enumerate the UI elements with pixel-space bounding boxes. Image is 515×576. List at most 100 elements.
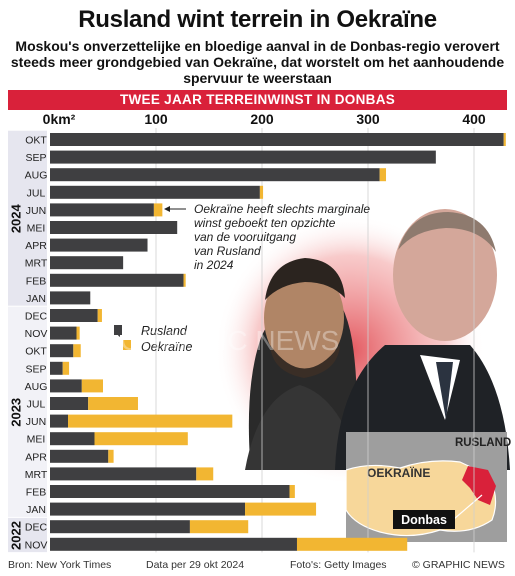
- bar-ukraine: [62, 361, 70, 375]
- year-label: 2024: [8, 203, 23, 233]
- legend-label-ukraine: Oekraïne: [141, 340, 192, 354]
- bar-russia: [50, 150, 436, 164]
- bar-ukraine: [73, 344, 81, 358]
- bar-ukraine: [289, 485, 295, 498]
- footer-photos: Foto's: Getty Images: [290, 559, 387, 571]
- month-label: DEC: [25, 522, 48, 534]
- month-label: FEB: [26, 487, 46, 499]
- month-label: NOV: [25, 328, 48, 340]
- bar-russia: [50, 520, 190, 534]
- bar-russia: [50, 185, 260, 199]
- bar-russia: [50, 221, 178, 234]
- x-axis-ticks: 0km² 100 200 300 400: [43, 111, 486, 127]
- bar-ukraine: [81, 379, 103, 393]
- bar-russia: [50, 485, 290, 498]
- month-label: APR: [25, 451, 47, 463]
- bar-russia: [50, 361, 63, 375]
- x-tick-label: 300: [356, 111, 380, 127]
- bar-russia: [50, 449, 109, 463]
- bar-russia: [50, 238, 148, 252]
- month-labels: OKT SEP AUG JUL JUN MEI APR MRT FEB JAN DEC NOV OKT S…: [25, 135, 48, 552]
- footer-source: Bron: New York Times: [8, 559, 112, 571]
- month-label: MEI: [27, 223, 46, 235]
- bar-ukraine: [97, 309, 102, 322]
- month-label: JUN: [26, 205, 46, 217]
- map-country-label: OEKRAÏNE: [367, 465, 430, 480]
- month-label: MRT: [25, 258, 48, 270]
- leaders-photo: [215, 209, 510, 485]
- chart-banner: TWEE JAAR TERREINWINST IN DONBAS: [8, 90, 507, 110]
- month-label: OKT: [25, 135, 47, 147]
- bar-russia: [50, 256, 124, 270]
- donbas-shape: [462, 466, 496, 505]
- footer-date: Data per 29 okt 2024: [146, 559, 245, 571]
- bar-ukraine: [108, 449, 114, 463]
- ukraine-shape: [346, 460, 497, 537]
- year-label: 2023: [8, 398, 23, 427]
- page-title: Rusland wint terrein in Oekraïne: [78, 6, 437, 33]
- month-label: APR: [25, 240, 47, 252]
- bar-ukraine: [88, 397, 138, 410]
- year-band: [8, 130, 47, 306]
- map-neighbor-label: RUSLAND: [455, 437, 511, 449]
- year-band: [8, 517, 47, 553]
- bar-russia: [50, 291, 91, 305]
- month-label: MRT: [25, 469, 48, 481]
- month-label: AUG: [25, 381, 48, 393]
- bar-ukraine: [76, 326, 80, 340]
- donbas-pointer: [453, 494, 483, 520]
- month-label: MEI: [27, 434, 46, 446]
- bar-ukraine: [94, 432, 188, 446]
- year-bands: 2024 2023 2022: [8, 130, 47, 553]
- month-label: JAN: [26, 293, 46, 305]
- legend-label-russia: Rusland: [141, 324, 188, 338]
- putin-portrait: [335, 209, 510, 470]
- bar-ukraine: [153, 203, 163, 217]
- bar-russia: [50, 168, 380, 182]
- footer-brand: © GRAPHIC NEWS: [412, 559, 505, 571]
- bar-ukraine: [379, 168, 387, 182]
- bar-ukraine: [189, 520, 249, 534]
- annotation: Oekraïne heeft slechts marginale winst ge…: [164, 202, 370, 272]
- bar-russia: [50, 309, 98, 322]
- month-label: SEP: [25, 363, 46, 375]
- bar-ukraine: [259, 185, 264, 199]
- bar-russia: [50, 414, 69, 428]
- month-label: AUG: [25, 170, 48, 182]
- bar-ukraine: [503, 133, 506, 146]
- page-subtitle: Moskou's onverzettelijke en bloedige aan…: [10, 38, 505, 86]
- bar-russia: [50, 467, 197, 481]
- donbas-label-box: [393, 510, 455, 529]
- bar-russia: [50, 133, 504, 146]
- x-tick-label: 0km²: [43, 111, 76, 127]
- bar-ukraine: [296, 537, 408, 551]
- month-label: DEC: [25, 311, 48, 323]
- watermark: GRAPHIC NEWS: [120, 325, 339, 356]
- bar-ukraine: [245, 502, 317, 516]
- legend-swatch-ukraine: [123, 340, 131, 350]
- map-region-label: Donbas: [401, 513, 447, 527]
- bar-ukraine: [183, 273, 186, 287]
- bar-russia: [50, 379, 82, 393]
- legend: Rusland Oekraïne: [114, 324, 192, 354]
- bar-russia: [50, 344, 74, 358]
- bar-ukraine: [68, 414, 233, 428]
- x-tick-label: 400: [462, 111, 486, 127]
- month-label: FEB: [26, 275, 46, 287]
- bar-russia: [50, 203, 154, 217]
- month-label: JUL: [27, 399, 46, 411]
- legend-swatch-russia: [114, 325, 122, 335]
- bar-russia: [50, 537, 297, 551]
- year-band: [8, 306, 47, 517]
- bar-russia: [50, 502, 246, 516]
- month-label: JUN: [26, 416, 46, 428]
- month-label: NOV: [25, 539, 48, 551]
- x-tick-label: 100: [144, 111, 168, 127]
- annotation-text: Oekraïne heeft slechts marginale winst ge…: [194, 202, 370, 272]
- bar-russia: [50, 273, 184, 287]
- bar-russia: [50, 432, 95, 446]
- year-label: 2022: [8, 521, 23, 550]
- month-label: OKT: [25, 346, 47, 358]
- bar-russia: [50, 326, 77, 340]
- zelensky-portrait: [245, 258, 360, 470]
